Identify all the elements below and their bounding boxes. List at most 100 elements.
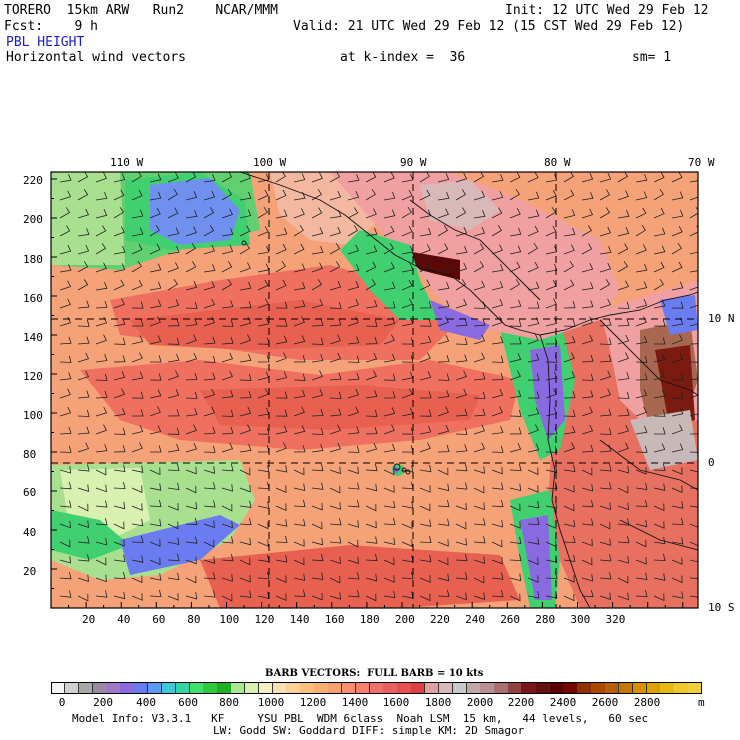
wind-barb (509, 521, 521, 529)
wind-barb (653, 503, 665, 512)
x-axis-label: 160 (324, 613, 345, 626)
wind-barb (221, 279, 233, 291)
wind-barb (131, 575, 143, 584)
wind-barb (95, 191, 108, 201)
wind-barb (293, 173, 306, 183)
wind-barb (491, 539, 503, 548)
wind-barb (275, 371, 288, 381)
wind-barb (455, 572, 468, 580)
lon-label-110w: 110 W (110, 156, 144, 169)
wind-barb (491, 590, 504, 598)
wind-barb (617, 243, 629, 255)
wind-barb (167, 427, 180, 435)
wind-barb (221, 426, 234, 435)
wind-barb (401, 355, 414, 363)
color-bar-label: 2400 (549, 696, 577, 709)
wind-barb (671, 467, 683, 475)
wind-barb (293, 355, 306, 363)
color-bar-label: 1800 (424, 696, 452, 709)
wind-barb (527, 501, 540, 509)
wind-barb (617, 372, 630, 381)
color-bar-cell (244, 682, 260, 694)
wind-barb (239, 301, 252, 309)
wind-barb (599, 554, 612, 562)
wind-barb (563, 503, 575, 512)
wind-barb (509, 573, 522, 582)
wind-barb (185, 318, 198, 327)
wind-barb (527, 172, 539, 183)
wind-barb (329, 536, 342, 544)
wind-barb (221, 593, 233, 602)
wind-barb (275, 391, 288, 399)
wind-barb (149, 373, 162, 381)
wind-barb (311, 463, 324, 472)
wind-barb (491, 426, 504, 435)
wind-barb (617, 280, 629, 291)
wind-barb (635, 572, 648, 580)
color-bar-label: 1200 (299, 696, 327, 709)
wind-barb (311, 298, 324, 309)
x-axis-label: 40 (117, 613, 131, 626)
lat-label-0: 0 (708, 456, 715, 469)
wind-barb (671, 191, 684, 201)
wind-barb (293, 373, 306, 381)
wind-barb (383, 334, 395, 345)
color-bar-cell (341, 682, 357, 694)
wind-barb (689, 343, 698, 345)
wind-barb (347, 298, 360, 309)
color-bar-label: 1000 (257, 696, 285, 709)
wind-barb (401, 189, 413, 201)
wind-barb (581, 225, 593, 237)
wind-barb (545, 371, 558, 381)
wind-barb (365, 573, 378, 582)
color-bar-label: 2200 (507, 696, 535, 709)
wind-barb (149, 243, 161, 255)
wind-barb (617, 466, 630, 474)
color-bar-cell (314, 682, 329, 694)
wind-barb (437, 589, 450, 598)
lat-label-10n: 10 N (708, 312, 735, 325)
wind-barb (167, 299, 180, 309)
wind-barb (95, 225, 107, 237)
wind-barb (383, 209, 396, 219)
wind-barb (167, 593, 179, 601)
wind-barb (527, 467, 539, 476)
wind-barb (275, 535, 288, 543)
wind-barb (473, 372, 486, 381)
wind-barb (635, 207, 647, 219)
wind-barb (473, 536, 486, 544)
wind-barb (293, 557, 305, 566)
wind-barb (185, 591, 198, 600)
wind-barb (132, 319, 144, 327)
wind-barb (203, 556, 215, 564)
wind-barb (293, 425, 306, 435)
wind-barb (599, 502, 611, 510)
wind-barb (455, 318, 468, 327)
wind-barb (491, 482, 504, 490)
wind-barb (491, 173, 504, 183)
wind-barb (77, 484, 89, 492)
color-bar-label: 1600 (382, 696, 410, 709)
wind-barb (131, 280, 143, 291)
wind-barb (167, 521, 179, 530)
wind-barb (383, 407, 396, 417)
wind-barb (491, 355, 504, 363)
wind-barb (689, 559, 698, 563)
wind-barb (473, 518, 486, 526)
wind-barb (167, 553, 180, 562)
wind-barb (77, 390, 90, 399)
wind-barb (365, 208, 377, 219)
wind-barb (581, 444, 594, 453)
wind-barb (383, 391, 396, 399)
wind-barb (419, 279, 431, 291)
wind-barb (365, 245, 378, 255)
wind-barb (365, 520, 377, 529)
wind-barb (221, 336, 234, 345)
wind-barb (329, 408, 342, 417)
model-title: TORERO 15km ARW Run2 NCAR/MMM (4, 3, 278, 18)
wind-barb (77, 554, 90, 562)
wind-barb (185, 191, 198, 201)
wind-barb (545, 263, 558, 273)
wind-barb (113, 407, 126, 417)
wind-barb (635, 539, 647, 548)
